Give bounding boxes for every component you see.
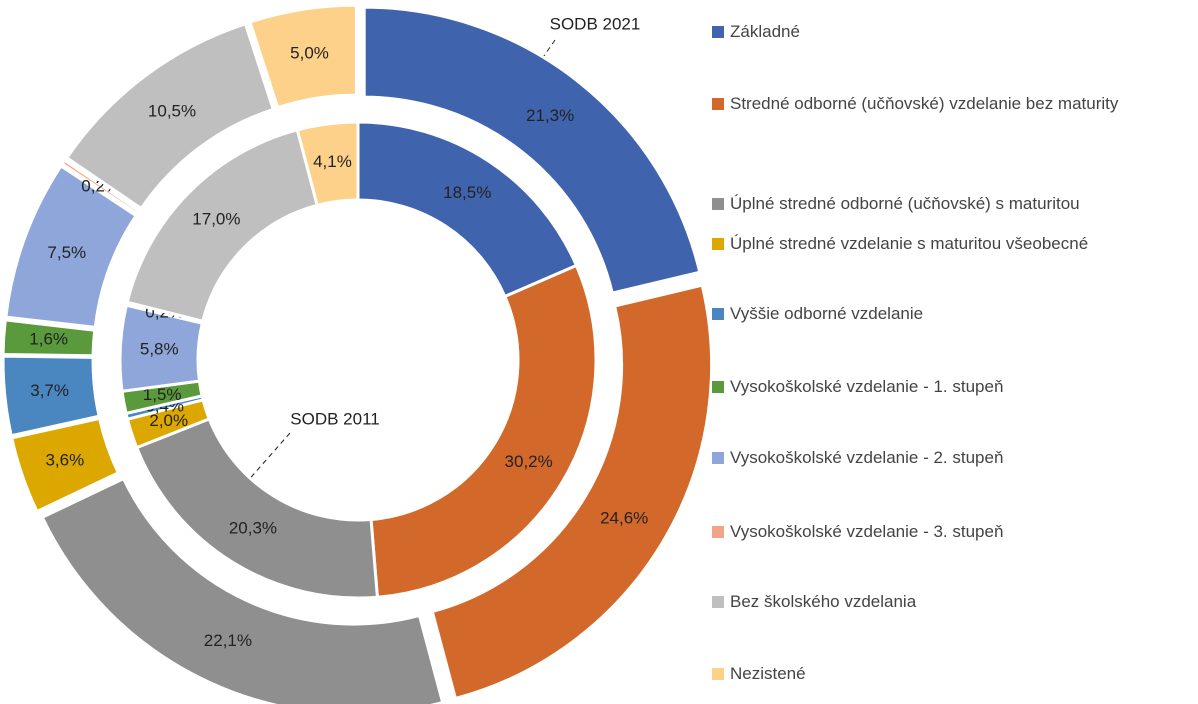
donut-segment [295, 120, 360, 208]
legend-label: Vysokoškolské vzdelanie - 1. stupeň [730, 377, 1004, 396]
legend-swatch [712, 668, 724, 680]
donut-segment [4, 163, 139, 330]
donut-segment [40, 476, 445, 704]
legend-label: Úplné stredné odborné (učňovské) s matur… [730, 194, 1080, 213]
donut-segment [9, 416, 121, 514]
legend-entry: Vyššie odborné vzdelanie [712, 301, 1192, 327]
legend-entry: Nezistené [712, 661, 1192, 687]
legend-entry: Stredné odborné (učňovské) vzdelanie bez… [712, 91, 1192, 117]
data-label: 22,1% [204, 631, 252, 650]
donut-segment [430, 283, 714, 701]
legend-swatch [712, 308, 724, 320]
donut-segment [1, 318, 97, 358]
data-label: 10,5% [148, 101, 196, 120]
data-label: 2,0% [149, 411, 188, 430]
legend-swatch [712, 26, 724, 38]
data-label: 21,3% [526, 106, 574, 125]
data-label: 3,7% [30, 381, 69, 400]
legend-label: Úplné stredné vzdelanie s maturitou všeo… [730, 234, 1089, 253]
data-label: 20,3% [229, 519, 277, 538]
legend-swatch [712, 238, 724, 250]
legend-label: Základné [730, 22, 800, 41]
data-label: 5,8% [140, 339, 179, 358]
data-label: 17,0% [192, 210, 240, 229]
series-label: SODB 2011 [290, 409, 379, 428]
donut-segment [60, 158, 142, 216]
donut-segment [64, 21, 276, 211]
legend-swatch [712, 381, 724, 393]
data-label: 1,5% [143, 385, 182, 404]
data-label: 1,6% [29, 330, 68, 349]
donut-segment [1, 354, 101, 438]
data-label: 5,0% [290, 43, 329, 62]
legend-label: Bez školského vzdelania [730, 592, 917, 611]
donut-segment [248, 3, 358, 110]
legend-swatch [712, 596, 724, 608]
legend-swatch [712, 98, 724, 110]
legend-entry: Bez školského vzdelania [712, 589, 1192, 615]
donut-segment [362, 5, 702, 295]
legend-entry: Základné [712, 19, 1192, 45]
donut-segment [369, 263, 598, 599]
legend-label: Nezistené [730, 664, 806, 683]
data-label: 3,6% [45, 450, 84, 469]
legend-label: Vyššie odborné vzdelanie [730, 304, 924, 323]
legend-label: Vysokoškolské vzdelanie - 3. stupeň [730, 522, 1004, 541]
series-label: SODB 2021 [550, 14, 641, 33]
legend-label: Vysokoškolské vzdelanie - 2. stupeň [730, 448, 1004, 467]
legend-entry: Úplné stredné odborné (učňovské) s matur… [712, 191, 1192, 217]
legend-swatch [712, 452, 724, 464]
legend-entry: Vysokoškolské vzdelanie - 1. stupeň [712, 374, 1192, 400]
legend-swatch [712, 198, 724, 210]
legend-label: Stredné odborné (učňovské) vzdelanie bez… [730, 94, 1119, 113]
data-label: 30,2% [505, 452, 553, 471]
legend-entry: Vysokoškolské vzdelanie - 2. stupeň [712, 445, 1192, 471]
data-label: 7,5% [47, 243, 86, 262]
legend-entry: Úplné stredné vzdelanie s maturitou všeo… [712, 231, 1192, 257]
legend-entry: Vysokoškolské vzdelanie - 3. stupeň [712, 519, 1192, 545]
data-label: 18,5% [443, 183, 491, 202]
legend-swatch [712, 526, 724, 538]
data-label: 4,1% [313, 152, 352, 171]
data-label: 24,6% [600, 508, 648, 527]
